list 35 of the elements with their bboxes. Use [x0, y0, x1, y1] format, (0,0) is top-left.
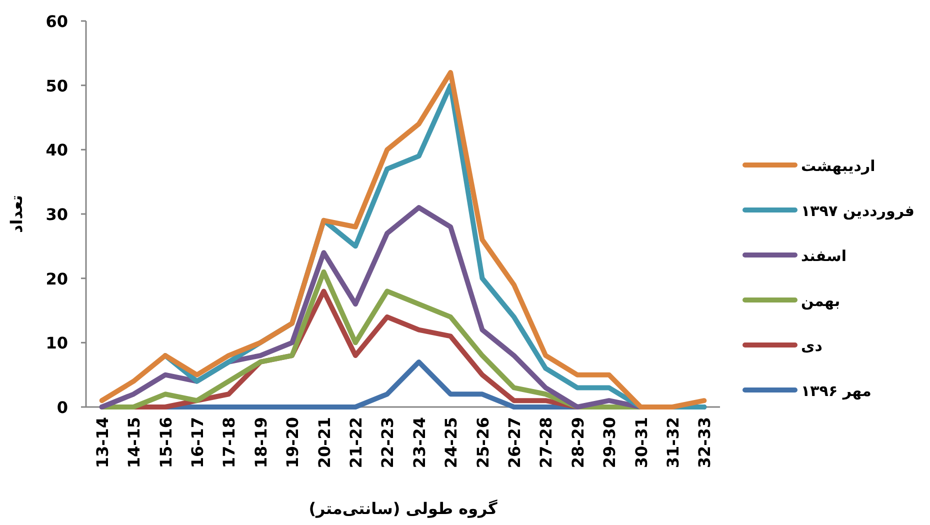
x-tick-label: 16-17: [188, 417, 207, 468]
y-tick-label: 20: [46, 269, 68, 288]
x-tick-label: 30-31: [632, 417, 651, 468]
x-axis-title: گروه طولی (سانتی‌متر): [308, 499, 498, 518]
y-axis-title: تعداد: [7, 195, 26, 233]
x-tick-label: 20-21: [314, 417, 334, 468]
x-tick-label: 13-14: [92, 417, 112, 468]
y-tick-label: 30: [46, 205, 68, 224]
x-tick-label: 31-32: [663, 417, 682, 468]
legend-label: دی: [801, 337, 823, 355]
x-tick-label: 28-29: [568, 417, 588, 468]
y-tick-label: 40: [46, 140, 68, 160]
y-tick-label: 60: [46, 12, 68, 31]
x-tick-label: 17-18: [220, 417, 239, 468]
y-tick-label: 10: [46, 334, 68, 353]
x-tick-label: 26-27: [504, 417, 524, 468]
x-tick-label: 27-28: [536, 417, 556, 468]
x-tick-label: 15-16: [156, 417, 176, 468]
x-tick-label: 24-25: [442, 417, 461, 468]
y-tick-label: 50: [46, 76, 68, 96]
x-tick-label: 18-19: [251, 417, 270, 468]
x-tick-label: 25-26: [473, 417, 492, 468]
legend-label: فرورددین ۱۳۹۷: [801, 202, 914, 220]
legend-label: اردیبهشت: [801, 157, 876, 175]
x-tick-label: 32-33: [695, 417, 714, 468]
x-tick-label: 23-24: [410, 417, 429, 468]
x-tick-label: 29-30: [600, 417, 620, 468]
x-tick-label: 21-22: [346, 417, 366, 468]
legend-label: بهمن: [801, 292, 840, 310]
y-tick-label: 0: [56, 398, 68, 417]
x-tick-label: 14-15: [124, 417, 144, 468]
legend-label: مهر ۱۳۹۶: [801, 382, 872, 400]
x-tick-label: 22-23: [378, 417, 398, 468]
x-tick-label: 19-20: [283, 417, 302, 468]
legend-label: اسفند: [801, 247, 846, 265]
